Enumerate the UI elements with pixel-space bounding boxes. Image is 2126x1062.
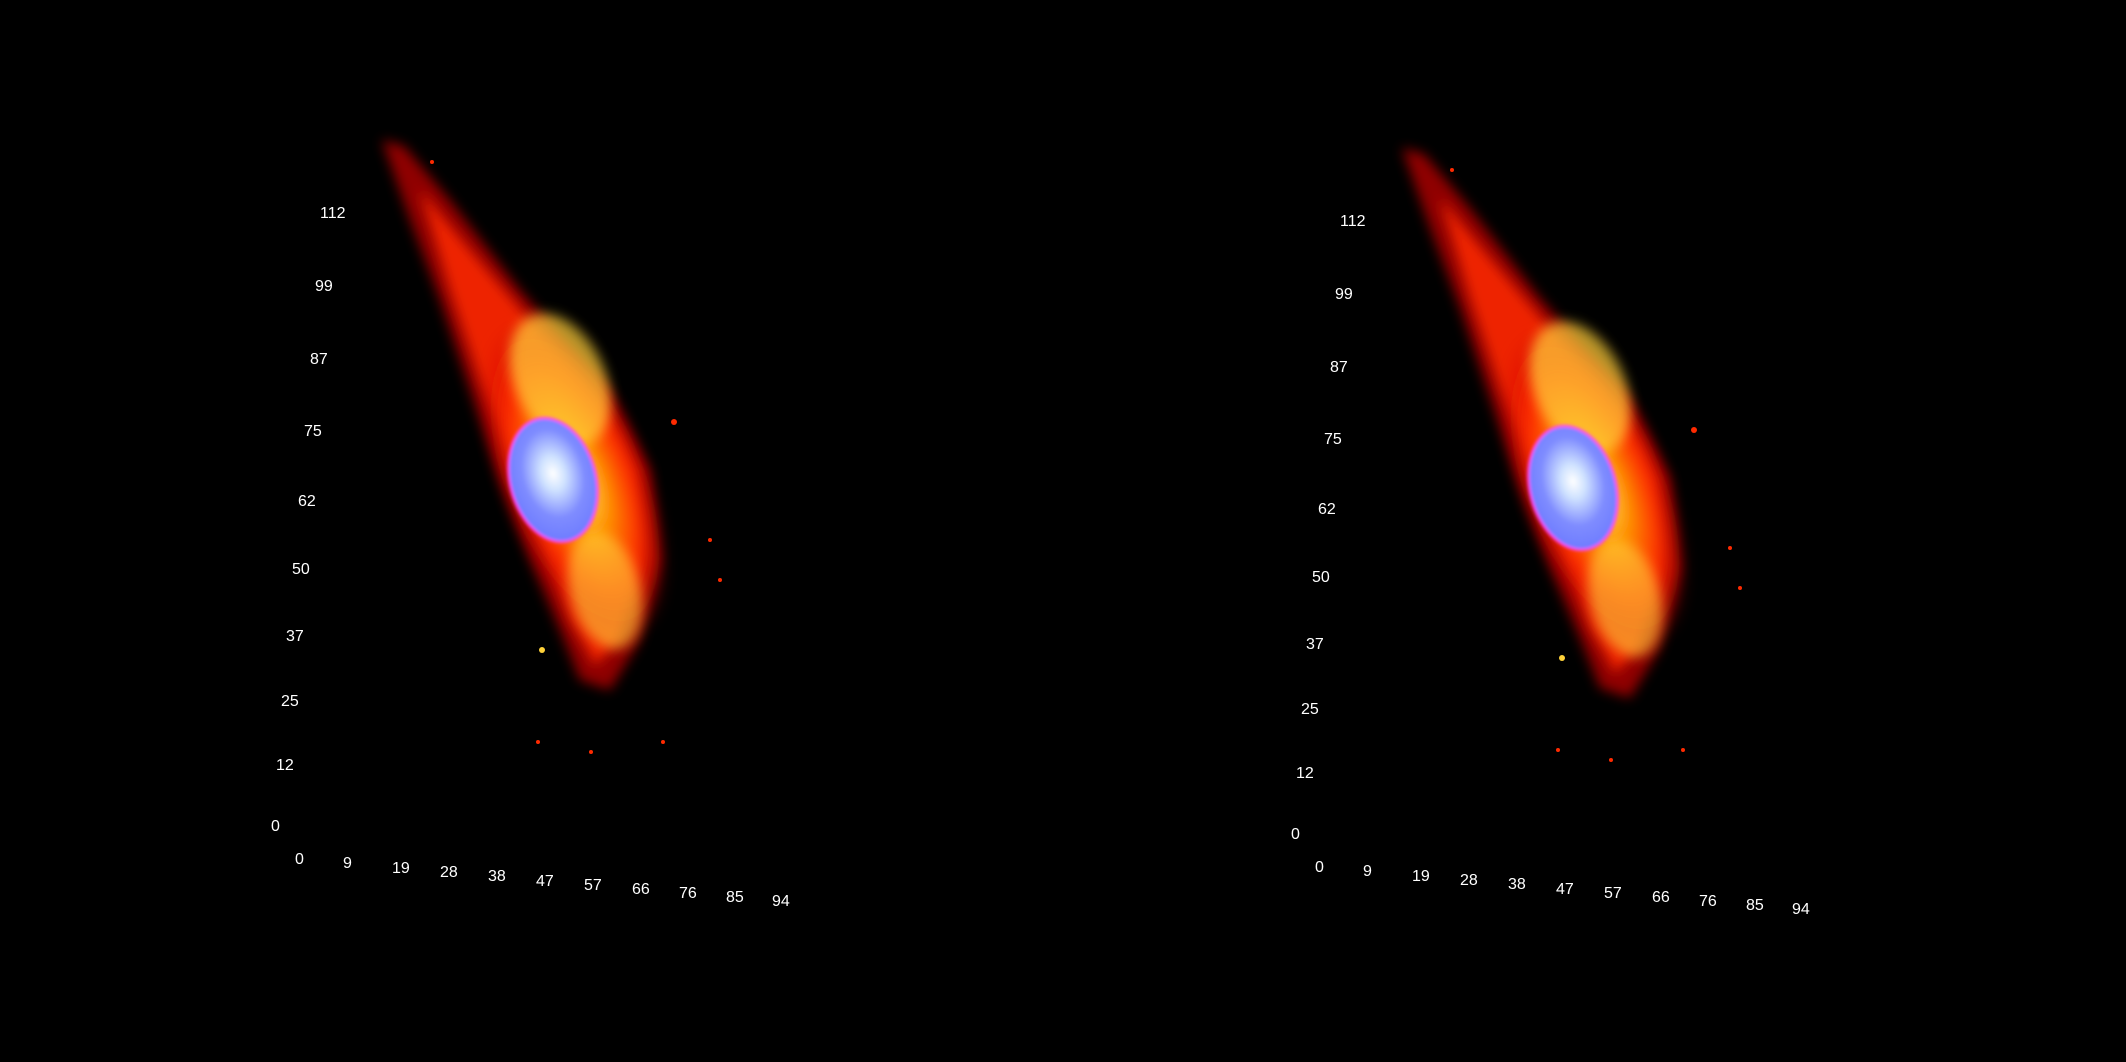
- speck: [1728, 546, 1732, 550]
- y-tick-label: 50: [1312, 569, 1330, 586]
- x-tick-label: 19: [392, 860, 410, 877]
- speck: [589, 750, 593, 754]
- cell-render: [382, 140, 722, 754]
- x-tick-label: 0: [295, 851, 304, 868]
- speck: [1681, 748, 1685, 752]
- y-tick-label: 25: [281, 693, 299, 710]
- x-tick-label: 38: [488, 868, 506, 885]
- speck: [708, 538, 712, 542]
- x-tick-label: 85: [1746, 897, 1764, 914]
- y-tick-label: 75: [1324, 431, 1342, 448]
- left-stereo-panel: 112 99 87 75 62 50 37 25 12 0 0 9 19 28 …: [271, 140, 790, 910]
- speck: [1738, 586, 1742, 590]
- cytoplasm-hot-region: [1529, 321, 1631, 455]
- y-tick-label: 87: [310, 351, 328, 368]
- y-tick-label: 37: [1306, 636, 1324, 653]
- y-tick-label: 87: [1330, 359, 1348, 376]
- x-tick-label: 9: [343, 855, 352, 872]
- x-axis-ticks: 0 9 19 28 38 47 57 66 76 85 94: [295, 851, 790, 910]
- nucleus: [507, 416, 599, 544]
- x-tick-label: 19: [1412, 868, 1430, 885]
- x-tick-label: 47: [1556, 881, 1574, 898]
- cytoplasm-hot-region: [509, 313, 611, 447]
- y-tick-label: 62: [1318, 501, 1336, 518]
- speck: [430, 160, 434, 164]
- speck: [718, 578, 722, 582]
- y-tick-label: 0: [271, 818, 280, 835]
- x-tick-label: 9: [1363, 863, 1372, 880]
- y-tick-label: 12: [1296, 765, 1314, 782]
- y-tick-label: 0: [1291, 826, 1300, 843]
- y-tick-label: 50: [292, 561, 310, 578]
- nucleus: [1527, 424, 1619, 552]
- y-axis-ticks: 112 99 87 75 62 50 37 25 12 0: [271, 205, 346, 835]
- speck: [1450, 168, 1454, 172]
- x-tick-label: 28: [440, 864, 458, 881]
- x-tick-label: 66: [1652, 889, 1670, 906]
- right-stereo-panel: 112 99 87 75 62 50 37 25 12 0 0 9 19 28 …: [1291, 148, 1810, 918]
- x-tick-label: 47: [536, 873, 554, 890]
- y-tick-label: 62: [298, 493, 316, 510]
- cytoplasm-hot-region-lower: [1587, 539, 1663, 657]
- x-tick-label: 94: [1792, 901, 1810, 918]
- speck: [536, 740, 540, 744]
- x-tick-label: 85: [726, 889, 744, 906]
- cytoplasm-hot-region-lower: [567, 531, 643, 649]
- x-tick-label: 57: [1604, 885, 1622, 902]
- x-axis-ticks: 0 9 19 28 38 47 57 66 76 85 94: [1315, 859, 1810, 918]
- speck: [661, 740, 665, 744]
- y-tick-label: 12: [276, 757, 294, 774]
- x-tick-label: 66: [632, 881, 650, 898]
- speck: [1609, 758, 1613, 762]
- y-tick-label: 112: [320, 205, 346, 222]
- x-tick-label: 38: [1508, 876, 1526, 893]
- y-tick-label: 75: [304, 423, 322, 440]
- y-tick-label: 99: [315, 278, 333, 295]
- y-tick-label: 37: [286, 628, 304, 645]
- speck: [539, 647, 545, 653]
- speck: [671, 419, 677, 425]
- x-tick-label: 28: [1460, 872, 1478, 889]
- speck: [1691, 427, 1697, 433]
- y-tick-label: 25: [1301, 701, 1319, 718]
- x-tick-label: 76: [679, 885, 697, 902]
- y-axis-ticks: 112 99 87 75 62 50 37 25 12 0: [1291, 213, 1366, 843]
- x-tick-label: 76: [1699, 893, 1717, 910]
- y-tick-label: 112: [1340, 213, 1366, 230]
- x-tick-label: 57: [584, 877, 602, 894]
- y-tick-label: 99: [1335, 286, 1353, 303]
- x-tick-label: 0: [1315, 859, 1324, 876]
- cell-render: [1402, 148, 1742, 762]
- speck: [1556, 748, 1560, 752]
- x-tick-label: 94: [772, 893, 790, 910]
- speck: [1559, 655, 1565, 661]
